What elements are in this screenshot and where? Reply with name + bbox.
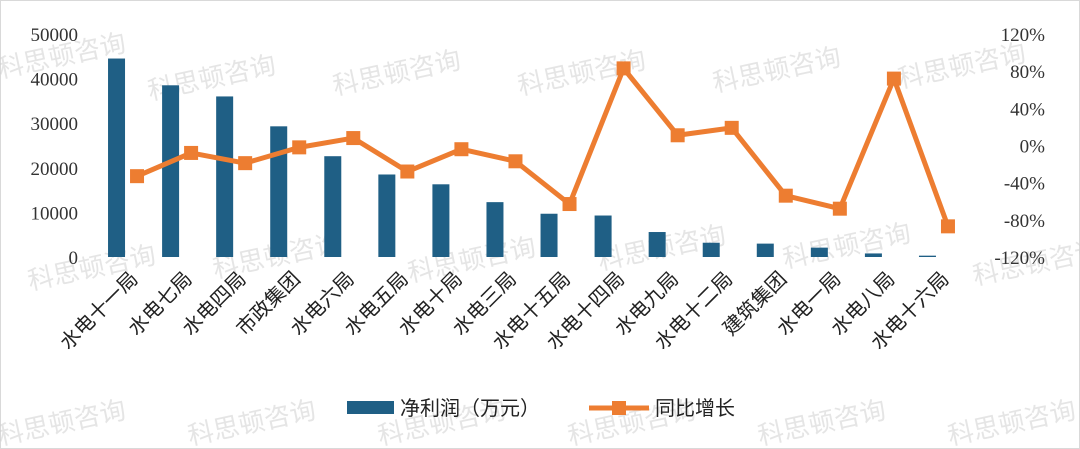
bar: [378, 174, 396, 257]
legend-bar-swatch: [347, 401, 394, 414]
line-point: [724, 120, 739, 135]
y-axis-left: 0 10000 20000 30000 40000 50000: [31, 25, 79, 269]
bar: [486, 202, 504, 257]
y-left-tick-label: 30000: [31, 114, 79, 135]
y-right-tick-label: -120%: [994, 248, 1045, 269]
y-right-tick-label: 80%: [1010, 62, 1045, 83]
bar-series: [108, 58, 936, 258]
line-point: [346, 131, 361, 146]
legend-line-label: 同比增长: [655, 396, 735, 420]
y-left-tick-label: 50000: [31, 25, 79, 46]
legend: 净利润（万元） 同比增长: [347, 396, 735, 420]
bar: [216, 96, 234, 257]
bar: [810, 247, 828, 257]
line-point: [292, 140, 307, 155]
bar: [432, 184, 450, 257]
y-left-tick-label: 10000: [31, 203, 79, 224]
bar: [702, 242, 720, 257]
bar: [540, 213, 558, 257]
line-point: [778, 188, 793, 203]
bar: [162, 85, 180, 257]
line-series: [130, 61, 955, 234]
line-point: [832, 201, 847, 216]
y-right-tick-label: 120%: [1001, 25, 1046, 46]
bar: [918, 255, 936, 257]
line-point: [670, 128, 685, 143]
y-left-tick-label: 20000: [31, 159, 79, 180]
bar: [864, 253, 882, 257]
bar: [594, 215, 612, 257]
line-point: [454, 142, 469, 157]
line-point: [184, 145, 199, 160]
y-left-tick-label: 40000: [31, 70, 79, 91]
bar: [648, 232, 666, 257]
bar: [108, 58, 126, 257]
legend-bar-label: 净利润（万元）: [400, 396, 540, 420]
line-point: [616, 61, 631, 76]
bar: [270, 126, 288, 258]
y-right-tick-label: -80%: [1004, 211, 1045, 232]
y-left-tick-label: 0: [69, 248, 79, 269]
series-line: [136, 65, 951, 228]
line-point: [940, 219, 955, 234]
line-point: [508, 154, 523, 169]
legend-line-marker: [612, 401, 626, 415]
line-point: [562, 197, 577, 212]
line-point: [130, 169, 145, 184]
line-point: [400, 164, 415, 179]
y-right-tick-label: -40%: [1004, 174, 1045, 195]
y-right-tick-label: 40%: [1010, 99, 1045, 120]
y-axis-right: -120% -80% -40% 0% 40% 80% 120%: [994, 25, 1045, 269]
bar: [756, 243, 774, 257]
y-right-tick-label: 0%: [1020, 137, 1046, 158]
bar: [324, 156, 342, 257]
line-point: [886, 71, 901, 86]
line-point: [238, 156, 253, 171]
